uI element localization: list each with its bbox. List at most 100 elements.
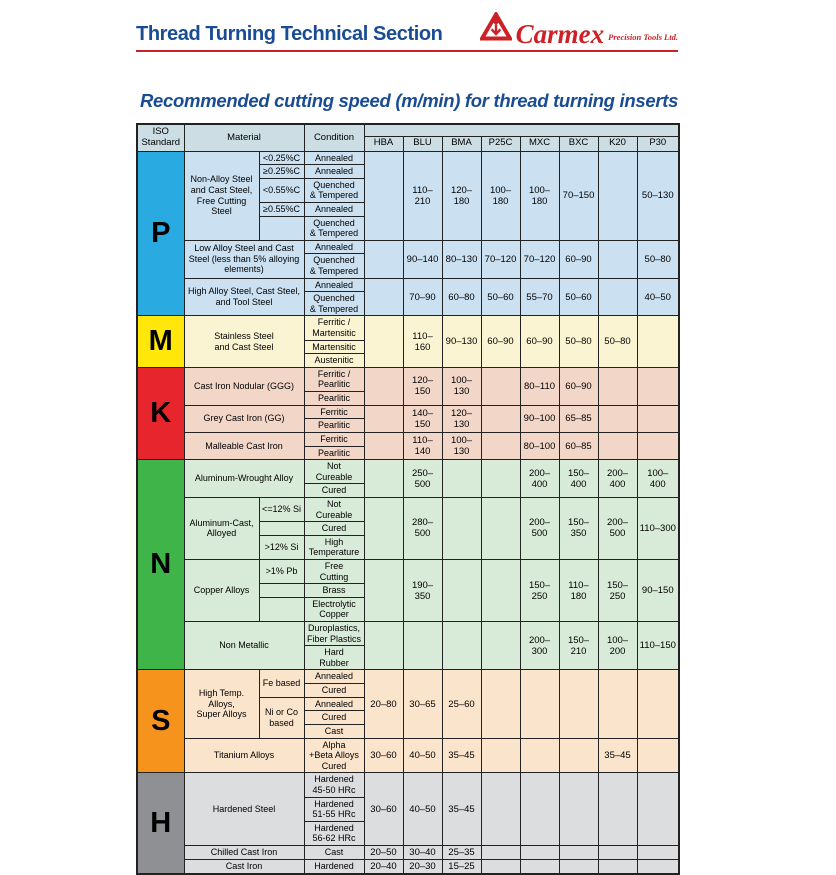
speed-value-cell xyxy=(480,737,521,774)
speed-value-cell: 60–90 xyxy=(519,315,560,368)
speed-value-cell: 110–140 xyxy=(402,431,443,461)
condition-cell: Annealed xyxy=(303,239,365,255)
material-spec-cell: >1% Pb xyxy=(258,558,305,585)
speed-value-cell: 20–40 xyxy=(363,859,404,875)
speed-value-cell: 40–50 xyxy=(402,737,443,774)
speed-value-cell xyxy=(636,737,680,774)
speed-value-cell xyxy=(363,239,404,279)
speed-value-cell: 110–300 xyxy=(636,496,680,561)
grade-column-header: K20 xyxy=(597,135,638,152)
material-cell: Aluminum-Wrought Alloy xyxy=(183,459,305,498)
speed-value-cell: 30–65 xyxy=(402,669,443,739)
speed-value-cell: 80–110 xyxy=(519,366,560,406)
material-cell: Cast Iron Nodular (GGG) xyxy=(183,366,305,406)
speed-value-cell: 70–90 xyxy=(402,277,443,317)
table-header-row: ISO Standard Material Condition xyxy=(136,123,680,152)
condition-cell: Annealed xyxy=(303,150,365,166)
table-row: Titanium Alloys Alpha +Beta Alloys Cured 3… xyxy=(137,737,680,774)
speed-value-cell xyxy=(597,239,638,279)
condition-cell: Annealed xyxy=(303,164,365,179)
speed-value-cell xyxy=(363,150,404,241)
speed-value-cell xyxy=(363,558,404,623)
condition-cell: Ferritic / Martensitic xyxy=(303,315,365,341)
speed-value-cell: 120–180 xyxy=(441,150,482,241)
speed-value-cell: 60–90 xyxy=(558,366,599,406)
speed-value-cell xyxy=(402,621,443,671)
speed-value-cell xyxy=(441,621,482,671)
speed-value-cell xyxy=(597,277,638,317)
carmex-logo-icon xyxy=(478,10,514,46)
speed-value-cell xyxy=(597,772,638,847)
speed-value-cell: 80–130 xyxy=(441,239,482,279)
speed-value-cell: 55–70 xyxy=(519,277,560,317)
speed-value-cell: 120–150 xyxy=(402,366,443,406)
speed-value-cell: 200–300 xyxy=(519,621,560,671)
speed-value-cell: 25–60 xyxy=(441,669,482,739)
speed-value-cell: 200–500 xyxy=(519,496,560,561)
material-cell: Stainless Steel and Cast Steel xyxy=(183,315,305,368)
speed-value-cell: 200–500 xyxy=(597,496,638,561)
speed-value-cell xyxy=(480,558,521,623)
material-cell: Non-Alloy Steel and Cast Steel, Free Cut… xyxy=(183,150,260,241)
material-cell: Grey Cast Iron (GG) xyxy=(183,404,305,433)
speed-value-cell xyxy=(480,366,521,406)
material-spec-cell xyxy=(258,596,305,623)
material-cell: Malleable Cast Iron xyxy=(183,431,305,461)
cutting-speed-table: ISO Standard Material Condition HBA BLU BM… xyxy=(136,123,681,875)
material-spec-cell: <0.25%C xyxy=(258,150,305,166)
table-row: Low Alloy Steel and Cast Steel (less tha… xyxy=(137,239,680,279)
speed-value-cell: 30–60 xyxy=(363,772,404,847)
speed-value-cell: 100–130 xyxy=(441,366,482,406)
condition-cell: Brass xyxy=(303,583,365,598)
page-title: Thread Turning Technical Section xyxy=(136,23,443,45)
speed-value-cell xyxy=(480,845,521,861)
speed-value-cell: 90–140 xyxy=(402,239,443,279)
condition-cell: Cast xyxy=(303,723,365,739)
speed-value-cell: 50–60 xyxy=(558,277,599,317)
speed-value-cell: 150–250 xyxy=(519,558,560,623)
table-row: Malleable Cast Iron Ferritic 110–140 100–13… xyxy=(137,431,680,461)
table-row: S High Temp. Alloys, Super Alloys Fe based… xyxy=(136,669,680,774)
speed-value-cell xyxy=(363,315,404,368)
speed-value-cell: 50–80 xyxy=(597,315,638,368)
table-row: High Alloy Steel, Cast Steel, and Tool S… xyxy=(137,277,680,317)
material-cell: High Alloy Steel, Cast Steel, and Tool S… xyxy=(183,277,305,317)
table-row: K Cast Iron Nodular (GGG) Ferritic / Pearl… xyxy=(136,366,680,461)
speed-value-cell xyxy=(480,621,521,671)
material-cell: Titanium Alloys xyxy=(183,737,305,774)
speed-value-cell xyxy=(363,431,404,461)
condition-cell: Cast xyxy=(303,845,365,861)
speed-value-cell: 100–130 xyxy=(441,431,482,461)
red-divider xyxy=(136,50,678,52)
condition-cell: Austenitic xyxy=(303,353,365,368)
table-row: P Non-Alloy Steel and Cast Steel, Free Cu… xyxy=(136,150,680,317)
speed-value-cell: 100–180 xyxy=(480,150,521,241)
condition-cell: Ferritic xyxy=(303,404,365,420)
speed-value-cell xyxy=(636,431,680,461)
speed-value-cell xyxy=(597,150,638,241)
condition-cell: Hardened 56-62 HRc xyxy=(303,820,365,847)
table-row: N Aluminum-Wrought Alloy Not Cureable 250–5… xyxy=(136,459,680,671)
speed-value-cell xyxy=(519,669,560,739)
condition-cell: Quenched & Tempered xyxy=(303,291,365,317)
speed-value-cell: 150–400 xyxy=(558,459,599,498)
speed-value-cell: 50–80 xyxy=(558,315,599,368)
speed-value-cell xyxy=(636,315,680,368)
grade-column-header: BLU xyxy=(402,135,443,152)
speed-value-cell: 250–500 xyxy=(402,459,443,498)
condition-cell: Pearlitic xyxy=(303,391,365,406)
speed-value-cell: 30–40 xyxy=(402,845,443,861)
grade-column-header: BMA xyxy=(441,135,482,152)
speed-value-cell xyxy=(636,772,680,847)
speed-value-cell: 60–90 xyxy=(558,239,599,279)
grade-column-header: P25C xyxy=(480,135,521,152)
material-cell: Low Alloy Steel and Cast Steel (less tha… xyxy=(183,239,305,279)
condition-cell: Pearlitic xyxy=(303,445,365,461)
speed-value-cell xyxy=(480,404,521,433)
condition-cell: High Temperature xyxy=(303,534,365,561)
speed-value-cell: 50–80 xyxy=(636,239,680,279)
material-spec-cell: Ni or Co based xyxy=(258,696,305,739)
speed-value-cell xyxy=(636,669,680,739)
material-spec-cell: ≥0.25%C xyxy=(258,164,305,179)
table-row: Chilled Cast Iron Cast 20–50 30–40 25–35 xyxy=(137,845,680,861)
